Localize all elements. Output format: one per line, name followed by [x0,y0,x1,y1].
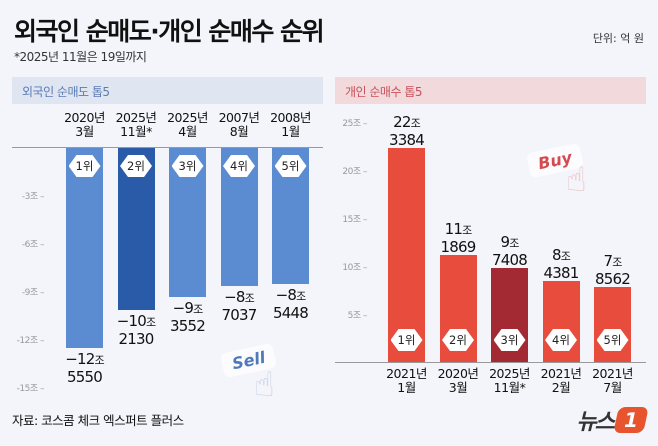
y-tick-label: 15조 – [342,215,367,225]
category-label: 2021년 1월 [386,366,427,395]
rank-badge: 3위 [171,155,204,177]
value-label: 11조 1869 [440,219,477,256]
y-tick-label: 10조 – [342,263,367,273]
rank-badge: 1위 [68,155,101,177]
unit-label: 단위: 억 원 [592,32,644,45]
rank-badge: 4위 [545,329,577,351]
page-title: 외국인 순매도·개인 순매수 순위 [14,17,325,46]
rank-badge: 5위 [596,329,629,351]
pointing-hand-icon: ☝ [566,160,587,200]
value-label: −12조 5550 [65,349,104,386]
pointing-hand-icon: ☝ [254,365,275,405]
source-note: 자료: 코스콤 체크 엑스퍼트 플러스 [12,413,184,428]
right-chart-title: 개인 순매수 톱5 [335,77,646,104]
footnote: *2025년 11월은 19일까지 [14,50,147,64]
y-tick-label: -15조 – [16,384,45,394]
category-label: 2008년 1월 [270,110,311,139]
value-label: −9조 3552 [170,298,206,335]
value-label: −8조 7037 [221,288,258,325]
category-label: 2025년 11월* [115,110,157,139]
y-tick-label: 25조 – [342,119,367,129]
category-label: 2020년 3월 [64,110,105,139]
y-tick-label: -12조 – [16,336,45,346]
category-label: 2020년 3월 [437,366,479,395]
value-label: 9조 7408 [492,233,528,270]
y-tick-label: 5조 – [347,311,368,321]
rank-badge: 2위 [120,155,152,177]
rank-badge: 2위 [442,329,474,351]
y-tick-label: 20조 – [342,167,367,177]
left-chart-title: 외국인 순매도 톱5 [12,77,323,104]
category-label: 2025년 4월 [167,110,208,139]
value-label: 8조 4381 [543,245,580,282]
category-label: 2007년 8월 [218,110,260,139]
news1-logo: 뉴스 1 [577,404,649,436]
x-axis-line [12,147,323,148]
rank-badge: 4위 [223,155,255,177]
x-axis-line [335,362,646,363]
rank-badge: 3위 [493,329,526,351]
bar [66,147,103,348]
y-tick-label: -9조 – [21,288,45,298]
y-tick-label: -6조 – [21,240,45,250]
rank-badge: 1위 [390,329,423,351]
y-tick-label: -3조 – [21,192,45,202]
category-label: 2021년 2월 [540,366,582,395]
rank-badge: 5위 [274,155,307,177]
category-label: 2025년 11월* [489,366,530,395]
bar [388,147,425,362]
value-label: −10조 2130 [116,312,156,349]
value-label: 7조 8562 [595,251,631,288]
value-label: 22조 3384 [389,112,425,149]
value-label: −8조 5448 [273,285,309,322]
category-label: 2021년 7월 [592,366,633,395]
